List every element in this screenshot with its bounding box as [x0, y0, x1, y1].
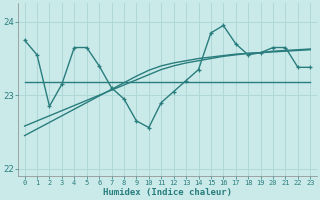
X-axis label: Humidex (Indice chaleur): Humidex (Indice chaleur) [103, 188, 232, 197]
